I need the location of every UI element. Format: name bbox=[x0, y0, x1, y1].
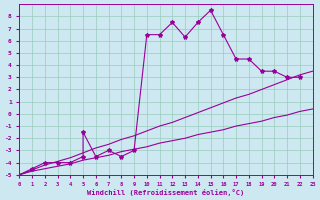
X-axis label: Windchill (Refroidissement éolien,°C): Windchill (Refroidissement éolien,°C) bbox=[87, 189, 244, 196]
